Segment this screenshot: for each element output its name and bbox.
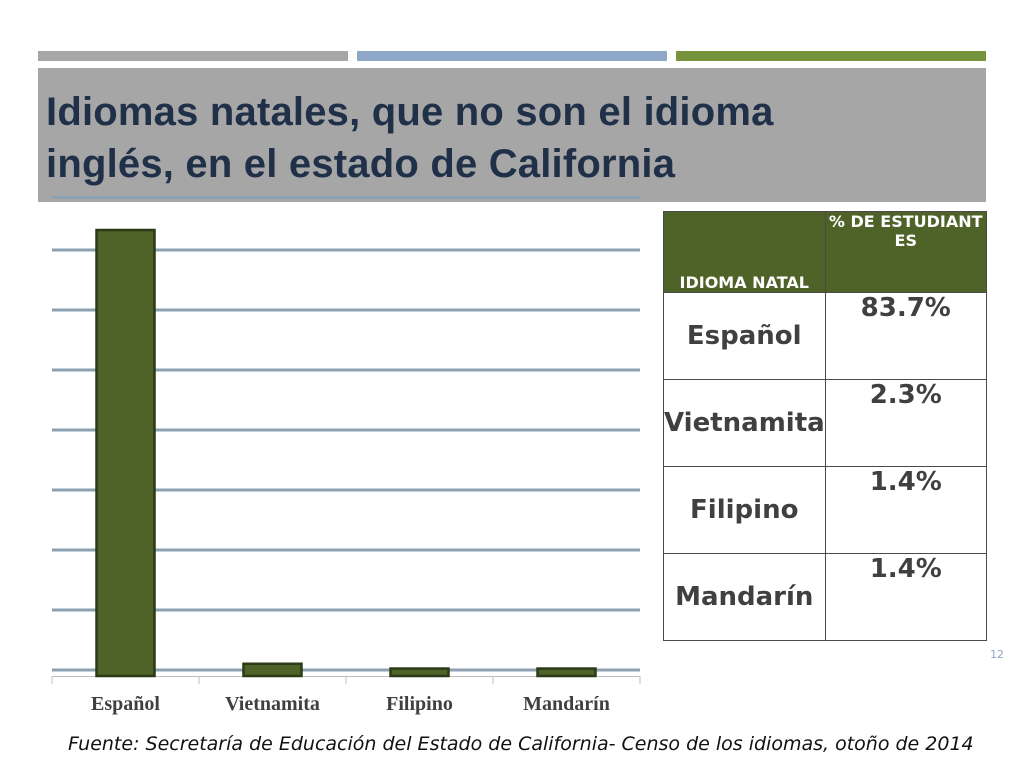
title-underline [52, 196, 640, 199]
source-note: Fuente: Secretaría de Educación del Esta… [68, 733, 974, 755]
table-row: Filipino 1.4% [663, 466, 987, 554]
title-banner: Idiomas natales, que no son el idioma in… [38, 68, 986, 202]
slide-title-line-2: inglés, en el estado de California [46, 142, 676, 186]
x-tick-label: Vietnamita [225, 693, 320, 715]
decorative-bar-blue [357, 51, 667, 61]
row-language: Español [663, 292, 826, 380]
row-percentage: 1.4% [824, 466, 987, 554]
x-tick-label: Filipino [386, 693, 453, 715]
table-header-row: IDIOMA NATAL % DE ESTUDIANTES [663, 211, 987, 293]
decorative-bar-green [676, 51, 986, 61]
x-tick-label: Español [91, 693, 160, 715]
bar-chart: Español Vietnamita Filipino Mandarín [51, 228, 641, 715]
x-tick-label: Mandarín [523, 693, 610, 715]
row-language: Mandarín [663, 553, 826, 641]
slide-title-line-1: Idiomas natales, que no son el idioma [46, 90, 774, 134]
header-porcentaje: % DE ESTUDIANTES [824, 211, 987, 293]
row-language: Filipino [663, 466, 826, 554]
decorative-bar-gray [38, 51, 348, 61]
header-idioma-natal: IDIOMA NATAL [663, 211, 826, 293]
row-percentage: 83.7% [824, 292, 987, 380]
table-row: Español 83.7% [663, 292, 987, 380]
table-row: Mandarín 1.4% [663, 553, 987, 641]
bar-1 [242, 662, 303, 678]
slide-title: Idiomas natales, que no son el idioma in… [46, 86, 986, 190]
bar-3 [536, 667, 597, 678]
row-language: Vietnamita [663, 379, 826, 467]
bar-2 [389, 667, 450, 678]
table-row: Vietnamita 2.3% [663, 379, 987, 467]
language-table: IDIOMA NATAL % DE ESTUDIANTES Español 83… [663, 211, 987, 641]
row-percentage: 2.3% [824, 379, 987, 467]
row-percentage: 1.4% [824, 553, 987, 641]
page-number: 12 [990, 648, 1004, 661]
bar-0 [95, 228, 156, 678]
